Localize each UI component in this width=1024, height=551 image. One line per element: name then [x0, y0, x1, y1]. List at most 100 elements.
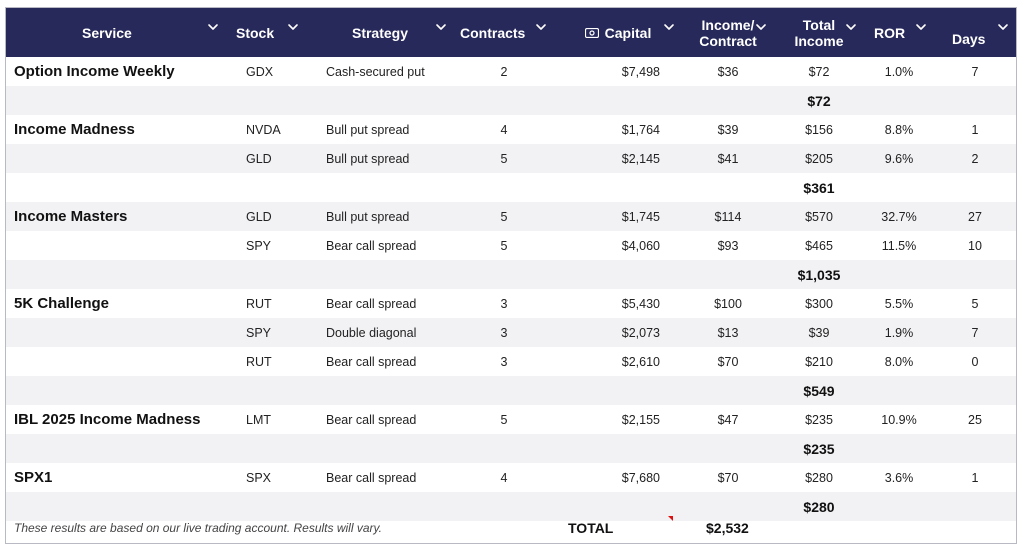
- ror-cell: 32.7%: [864, 202, 934, 231]
- stock-cell: RUT: [226, 289, 306, 318]
- ror-cell: 5.5%: [864, 289, 934, 318]
- header-income-contract[interactable]: Income/Contract: [682, 8, 774, 57]
- income-contract-cell: $70: [682, 463, 774, 492]
- subtotal-row: $235: [6, 434, 1016, 463]
- table-header: Service Stock Strategy Contracts Capital…: [6, 8, 1016, 57]
- header-days[interactable]: Days: [934, 8, 1016, 57]
- table-row: IBL 2025 Income Madness LMT Bear call spre…: [6, 405, 1016, 434]
- days-cell: 5: [934, 289, 1016, 318]
- ror-cell: 3.6%: [864, 463, 934, 492]
- service-cell: [6, 347, 226, 376]
- stock-cell: GLD: [226, 144, 306, 173]
- service-cell: [6, 318, 226, 347]
- ror-cell: 11.5%: [864, 231, 934, 260]
- days-cell: 7: [934, 57, 1016, 86]
- table-row: Income Masters GLD Bull put spread 5 $1,745 $…: [6, 202, 1016, 231]
- subtotal-spacer: [6, 376, 774, 405]
- table-row: RUT Bear call spread 3 $2,610 $70 $210 8.0% 0: [6, 347, 1016, 376]
- strategy-cell: Bear call spread: [306, 289, 454, 318]
- capital-cell: $5,430: [554, 289, 682, 318]
- strategy-cell: Bear call spread: [306, 231, 454, 260]
- subtotal-spacer: [864, 376, 1016, 405]
- strategy-cell: Cash-secured put: [306, 57, 454, 86]
- days-cell: 7: [934, 318, 1016, 347]
- chevron-down-icon[interactable]: [845, 21, 857, 33]
- total-value: $2,532: [706, 520, 749, 536]
- header-ror-label: ROR: [874, 25, 906, 42]
- capital-cell: $4,060: [554, 231, 682, 260]
- contracts-cell: 5: [454, 202, 554, 231]
- income-contract-cell: $93: [682, 231, 774, 260]
- subtotal-value: $280: [774, 492, 864, 521]
- service-cell: [6, 144, 226, 173]
- subtotal-spacer: [864, 86, 1016, 115]
- stock-cell: NVDA: [226, 115, 306, 144]
- service-cell: IBL 2025 Income Madness: [6, 405, 226, 434]
- contracts-cell: 4: [454, 463, 554, 492]
- capital-cell: $7,680: [554, 463, 682, 492]
- strategy-cell: Bull put spread: [306, 202, 454, 231]
- subtotal-spacer: [6, 173, 774, 202]
- contracts-cell: 3: [454, 318, 554, 347]
- subtotal-spacer: [864, 260, 1016, 289]
- chevron-down-icon[interactable]: [207, 21, 219, 33]
- chevron-down-icon[interactable]: [663, 21, 675, 33]
- subtotal-spacer: [864, 173, 1016, 202]
- days-cell: 27: [934, 202, 1016, 231]
- subtotal-row: $280: [6, 492, 1016, 521]
- income-contract-cell: $100: [682, 289, 774, 318]
- stock-cell: SPY: [226, 318, 306, 347]
- total-income-cell: $39: [774, 318, 864, 347]
- subtotal-row: $361: [6, 173, 1016, 202]
- strategy-cell: Bear call spread: [306, 347, 454, 376]
- strategy-cell: Bear call spread: [306, 405, 454, 434]
- income-contract-cell: $114: [682, 202, 774, 231]
- chevron-down-icon[interactable]: [535, 21, 547, 33]
- header-service-label: Service: [82, 25, 132, 42]
- ror-cell: 9.6%: [864, 144, 934, 173]
- service-cell: [6, 231, 226, 260]
- money-icon: [584, 25, 599, 41]
- subtotal-spacer: [6, 492, 774, 521]
- total-income-cell: $300: [774, 289, 864, 318]
- capital-cell: $7,498: [554, 57, 682, 86]
- header-stock[interactable]: Stock: [226, 8, 306, 57]
- header-days-label: Days: [952, 31, 986, 48]
- header-contracts[interactable]: Contracts: [454, 8, 554, 57]
- days-cell: 1: [934, 115, 1016, 144]
- table-footer: These results are based on our live trad…: [6, 513, 1016, 543]
- header-ror[interactable]: ROR: [864, 8, 934, 57]
- results-table-frame: Service Stock Strategy Contracts Capital…: [5, 7, 1017, 544]
- chevron-down-icon[interactable]: [287, 21, 299, 33]
- subtotal-spacer: [6, 86, 774, 115]
- header-capital[interactable]: Capital: [554, 8, 682, 57]
- contracts-cell: 3: [454, 289, 554, 318]
- income-contract-cell: $47: [682, 405, 774, 434]
- stock-cell: LMT: [226, 405, 306, 434]
- chevron-down-icon[interactable]: [915, 21, 927, 33]
- header-capital-label: Capital: [604, 25, 652, 42]
- results-table: Service Stock Strategy Contracts Capital…: [6, 8, 1016, 521]
- chevron-down-icon[interactable]: [435, 21, 447, 33]
- header-total-income[interactable]: Total Income: [774, 8, 864, 57]
- header-stock-label: Stock: [236, 25, 275, 42]
- chevron-down-icon[interactable]: [997, 21, 1009, 33]
- service-cell: SPX1: [6, 463, 226, 492]
- table-body: Option Income Weekly GDX Cash-secured put 2…: [6, 57, 1016, 521]
- header-strategy[interactable]: Strategy: [306, 8, 454, 57]
- subtotal-row: $72: [6, 86, 1016, 115]
- subtotal-value: $549: [774, 376, 864, 405]
- ror-cell: 8.0%: [864, 347, 934, 376]
- subtotal-spacer: [864, 434, 1016, 463]
- header-strategy-label: Strategy: [351, 25, 409, 42]
- subtotal-spacer: [6, 434, 774, 463]
- comment-marker[interactable]: [668, 516, 673, 521]
- strategy-cell: Double diagonal: [306, 318, 454, 347]
- header-income-contract-label: Income/Contract: [699, 17, 757, 49]
- strategy-cell: Bull put spread: [306, 144, 454, 173]
- header-service[interactable]: Service: [6, 8, 226, 57]
- capital-cell: $2,610: [554, 347, 682, 376]
- chevron-down-icon[interactable]: [755, 21, 767, 33]
- contracts-cell: 4: [454, 115, 554, 144]
- stock-cell: RUT: [226, 347, 306, 376]
